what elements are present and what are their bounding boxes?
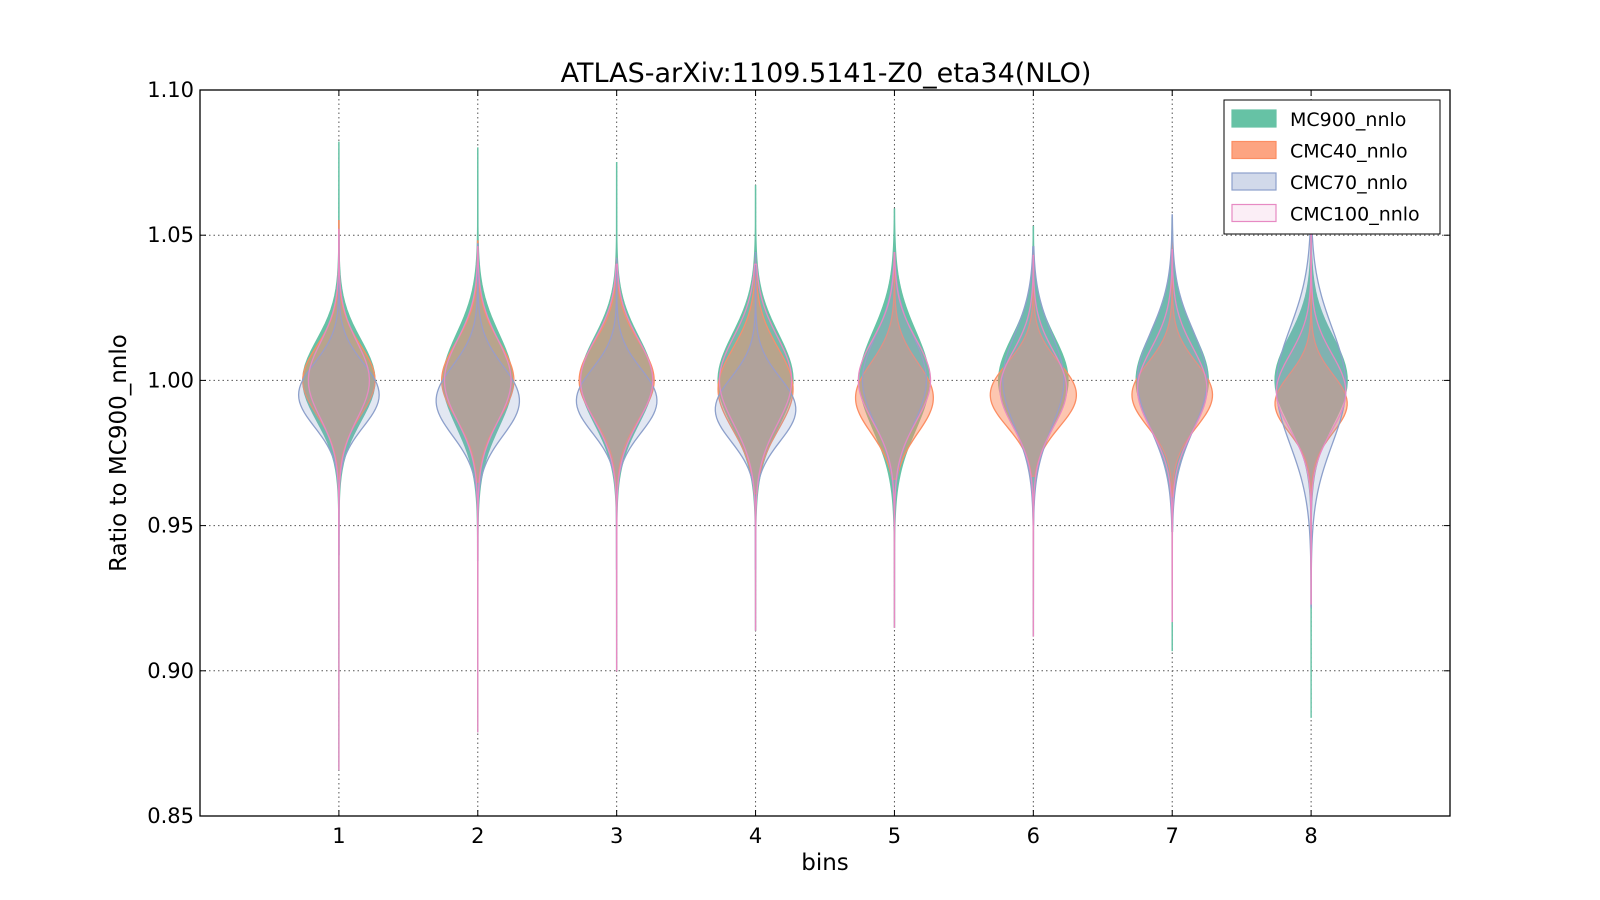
violin-cmc70-nnlo-bin-6 <box>1002 246 1065 527</box>
ticks: 1 2 3 4 5 6 7 8 0.85 0.90 0.95 1.00 1.05 1.10 <box>147 78 1450 848</box>
violin-cmc100-nnlo-bin-5 <box>857 251 932 628</box>
legend-swatch <box>1231 172 1277 191</box>
x-tick-label: 5 <box>888 824 901 848</box>
legend: MC900_nnlo CMC40_nnlo CMC70_nnlo CMC100_nnl… <box>1223 99 1441 235</box>
violins <box>297 141 1348 771</box>
y-tick-label: 1.00 <box>147 368 194 392</box>
violin-cmc100-nnlo-bin-3 <box>579 263 654 672</box>
legend-label: CMC100_nnlo <box>1290 204 1420 226</box>
legend-swatch <box>1231 140 1277 160</box>
violin-cmc100-nnlo-bin-4 <box>718 263 793 631</box>
violin-cmc100-nnlo-bin-1 <box>307 228 371 771</box>
y-tick-label: 0.85 <box>147 804 194 828</box>
x-tick-label: 8 <box>1304 824 1317 848</box>
x-tick-label: 4 <box>749 824 762 848</box>
plot-frame <box>199 89 1451 817</box>
violin-cmc40-nnlo-bin-1 <box>302 220 376 480</box>
legend-swatch <box>1231 109 1277 128</box>
x-tick-label: 7 <box>1166 824 1179 848</box>
chart-title: ATLAS-arXiv:1109.5141-Z0_eta34(NLO) <box>561 58 1092 89</box>
legend-label: CMC70_nnlo <box>1290 172 1408 194</box>
y-tick-label: 1.05 <box>147 223 194 247</box>
grid <box>200 90 1450 816</box>
y-tick-label: 0.90 <box>147 659 194 683</box>
y-tick-label: 1.10 <box>147 78 194 102</box>
legend-label: MC900_nnlo <box>1290 109 1406 131</box>
x-tick-label: 1 <box>332 824 345 848</box>
violin-cmc40-nnlo-bin-2 <box>441 240 515 483</box>
x-tick-label: 3 <box>610 824 623 848</box>
violin-cmc70-nnlo-bin-3 <box>575 257 658 570</box>
violin-cmc100-nnlo-bin-6 <box>999 254 1068 637</box>
violin-cmc100-nnlo-bin-2 <box>443 246 512 733</box>
violin-cmc100-nnlo-bin-8 <box>1275 196 1347 605</box>
violin-cmc70-nnlo-bin-2 <box>435 243 521 562</box>
violin-cmc70-nnlo-bin-4 <box>714 251 797 570</box>
x-tick-label: 6 <box>1027 824 1040 848</box>
x-tick-label: 2 <box>471 824 484 848</box>
violin-cmc100-nnlo-bin-7 <box>1136 249 1208 623</box>
legend-label: CMC40_nnlo <box>1290 141 1408 163</box>
legend-swatch <box>1231 203 1277 223</box>
y-axis-label: Ratio to MC900_nnlo <box>106 334 132 572</box>
y-tick-label: 0.95 <box>147 514 194 538</box>
x-axis-label: bins <box>801 850 849 876</box>
